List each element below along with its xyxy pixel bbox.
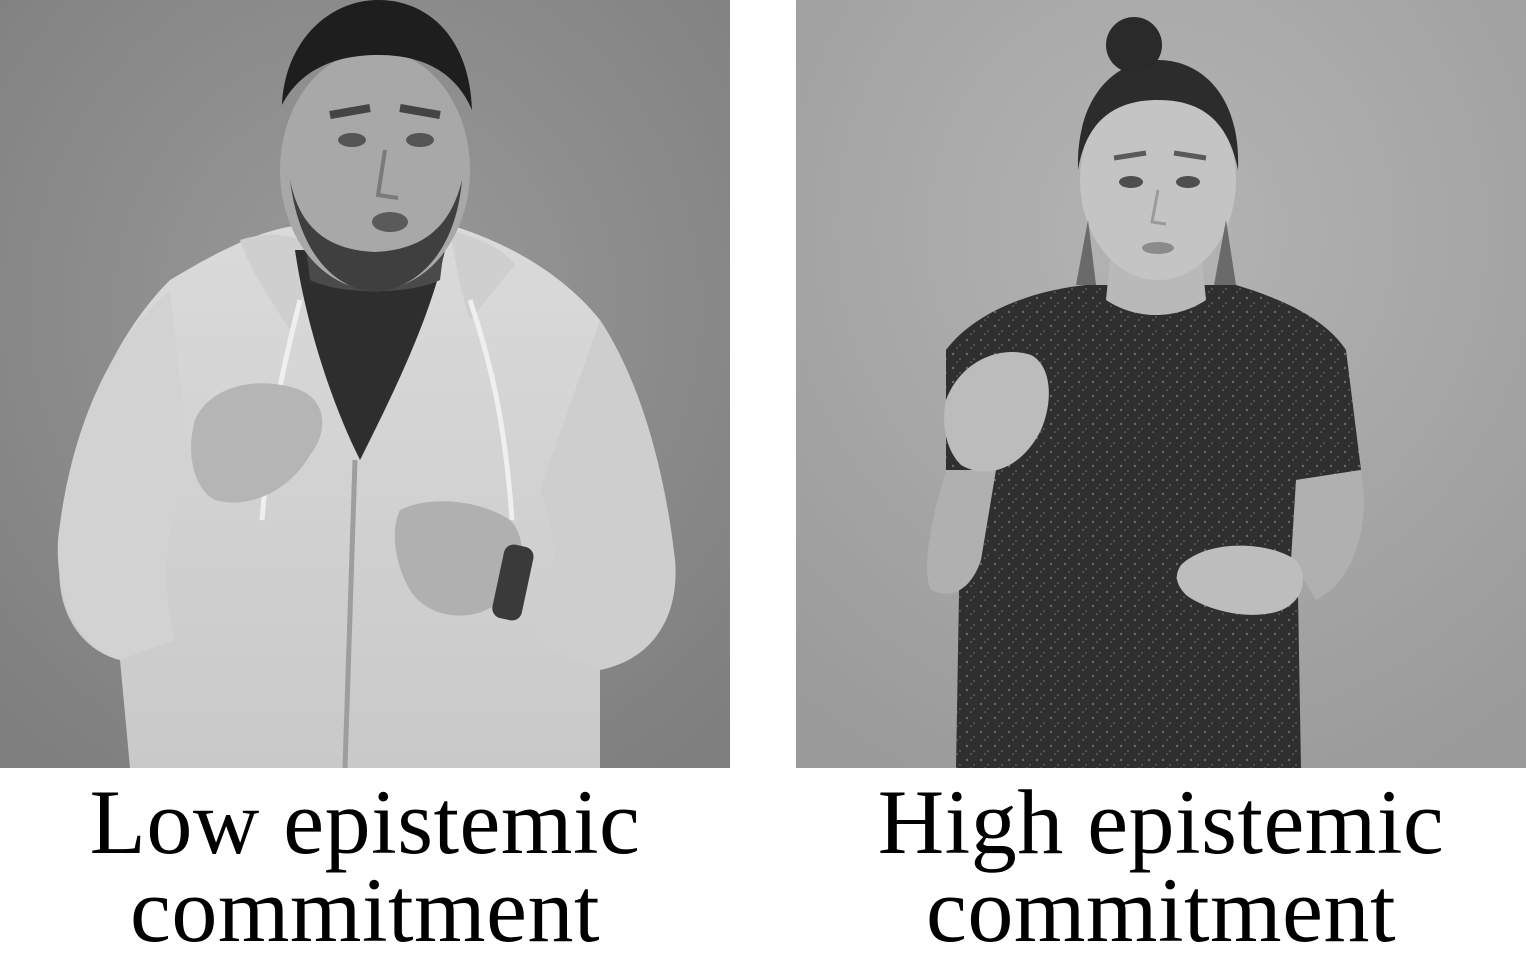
caption-high-line2: commitment: [925, 859, 1397, 961]
photo-man-signing: [0, 0, 730, 768]
panel-high-commitment: High epistemic commitment: [796, 0, 1526, 959]
caption-low-commitment: Low epistemic commitment: [0, 771, 730, 961]
caption-high-commitment: High epistemic commitment: [796, 771, 1526, 961]
caption-low-line2: commitment: [129, 859, 601, 961]
caption-low-line1: Low epistemic: [89, 771, 641, 873]
photo-woman-signing: [796, 0, 1526, 768]
caption-high-line1: High epistemic: [877, 771, 1445, 873]
panel-low-commitment: Low epistemic commitment: [0, 0, 730, 959]
